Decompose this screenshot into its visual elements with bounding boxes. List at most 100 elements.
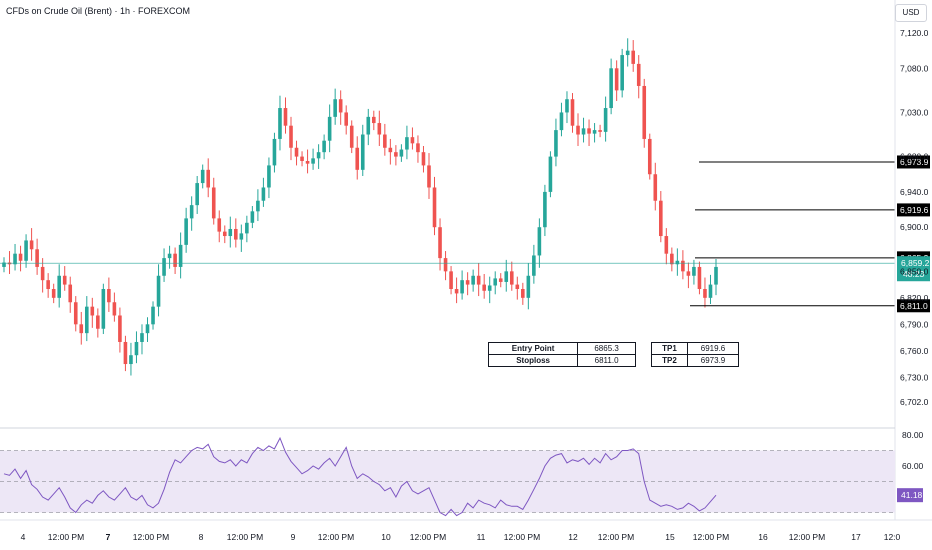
price-tick-label: 6,850.0 xyxy=(900,266,929,276)
candle xyxy=(438,218,442,271)
table-row: Stoploss 6811.0 xyxy=(487,354,636,367)
level-price-label: 6,973.9 xyxy=(900,157,929,167)
time-tick-label: 12:00 PM xyxy=(48,532,84,542)
candle xyxy=(509,261,514,291)
candle xyxy=(714,258,718,296)
rsi-tick-label: 80.00 xyxy=(902,430,924,440)
candle xyxy=(383,123,387,156)
candle xyxy=(692,259,696,285)
candle xyxy=(471,269,475,292)
candle xyxy=(261,177,266,207)
price-tick-label: 6,940.0 xyxy=(900,187,929,197)
candle xyxy=(559,102,564,137)
candle xyxy=(670,247,674,272)
candle xyxy=(129,342,133,376)
candle xyxy=(51,283,56,304)
rsi-line xyxy=(3,436,717,517)
candle xyxy=(487,276,492,304)
candle xyxy=(410,127,415,150)
candle xyxy=(405,125,409,160)
candle xyxy=(222,225,227,244)
candle xyxy=(278,95,282,151)
candle xyxy=(570,93,575,133)
candle xyxy=(200,164,205,189)
candle xyxy=(344,105,349,135)
currency-button[interactable]: USD xyxy=(895,4,927,22)
candle xyxy=(90,297,95,328)
time-axis: 4 12:00 PM 7 12:00 PM 8 12:00 PM 9 12:00 PM 10 12… xyxy=(0,519,932,542)
candle xyxy=(29,228,34,261)
price-tick-label: 6,900.0 xyxy=(900,222,929,232)
candle xyxy=(62,266,67,291)
candle xyxy=(609,58,613,115)
candle xyxy=(526,263,531,310)
price-tick-label: 6,980.0 xyxy=(900,152,929,162)
price-tick-label: 7,120.0 xyxy=(900,28,929,38)
candle xyxy=(360,124,365,177)
candle xyxy=(504,259,509,292)
tp1-value: 6919.6 xyxy=(687,342,739,355)
candle xyxy=(421,145,426,173)
candle xyxy=(2,257,6,273)
candle xyxy=(498,273,503,288)
current-price-value: 6,859.2 xyxy=(901,258,930,268)
candle xyxy=(476,263,481,297)
candle xyxy=(79,311,84,345)
candle xyxy=(565,91,569,124)
level-price-label-bg xyxy=(897,299,930,313)
candle xyxy=(289,116,293,161)
candle xyxy=(581,117,586,143)
candle xyxy=(603,96,608,142)
candle xyxy=(234,218,238,248)
stoploss-label: Stoploss xyxy=(487,354,579,367)
candle xyxy=(151,301,155,330)
candle xyxy=(366,108,371,146)
candle xyxy=(388,138,393,165)
candle xyxy=(686,262,691,289)
candle xyxy=(576,113,580,146)
time-tick-label: 10 xyxy=(381,532,391,542)
candle xyxy=(195,176,199,214)
candle xyxy=(13,243,17,271)
candle xyxy=(101,283,106,335)
candle xyxy=(349,120,354,154)
candle xyxy=(493,271,498,295)
candle xyxy=(460,270,464,300)
stoploss-value: 6811.0 xyxy=(577,354,636,367)
candle xyxy=(614,60,619,101)
candle xyxy=(322,134,326,160)
price-tick-label: 6,702.0 xyxy=(900,397,929,407)
table-row: TP1 6919.6 xyxy=(650,342,739,355)
candle xyxy=(68,276,73,313)
candle xyxy=(399,144,404,162)
time-tick-label: 17 xyxy=(851,532,861,542)
candle xyxy=(173,247,177,274)
candle xyxy=(294,140,299,166)
candle xyxy=(35,238,39,275)
candle xyxy=(73,296,78,332)
price-tick-label: 6,760.0 xyxy=(900,346,929,356)
candle xyxy=(167,245,172,269)
candle xyxy=(118,307,122,353)
targets-table: TP1 6919.6 TP2 6973.9 xyxy=(650,342,739,367)
candle xyxy=(300,151,304,167)
candle xyxy=(112,292,117,322)
tp1-label: TP1 xyxy=(650,342,689,355)
candle xyxy=(653,162,658,211)
candle xyxy=(592,123,597,143)
tp2-value: 6973.9 xyxy=(687,354,739,367)
candle xyxy=(482,273,486,299)
candle xyxy=(162,248,166,282)
candle xyxy=(532,244,536,284)
candle xyxy=(454,277,459,304)
candle xyxy=(636,55,641,99)
candle xyxy=(123,335,128,372)
candle xyxy=(327,104,332,153)
level-lines: 6,973.96,919.66,865.36,811.06,859.248:23 xyxy=(0,155,930,313)
candle xyxy=(333,88,337,125)
rsi-pane: 80.00 60.00 41.18 xyxy=(0,427,924,517)
time-tick-label: 4 xyxy=(21,532,26,542)
price-tick-label: 7,030.0 xyxy=(900,107,929,117)
candle xyxy=(465,272,470,296)
